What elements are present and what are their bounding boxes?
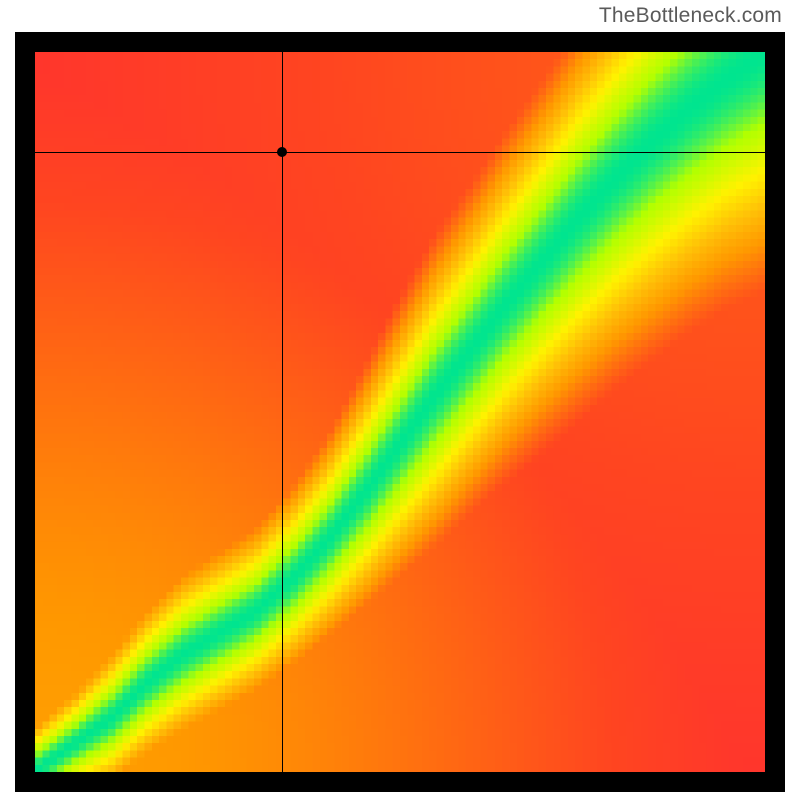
- chart-frame: [15, 32, 785, 792]
- crosshair-marker: [277, 147, 287, 157]
- chart-plot-area: [35, 52, 765, 772]
- bottleneck-heatmap: [35, 52, 765, 772]
- crosshair-vertical: [282, 52, 283, 772]
- watermark-text: TheBottleneck.com: [599, 4, 782, 28]
- crosshair-horizontal: [35, 152, 765, 153]
